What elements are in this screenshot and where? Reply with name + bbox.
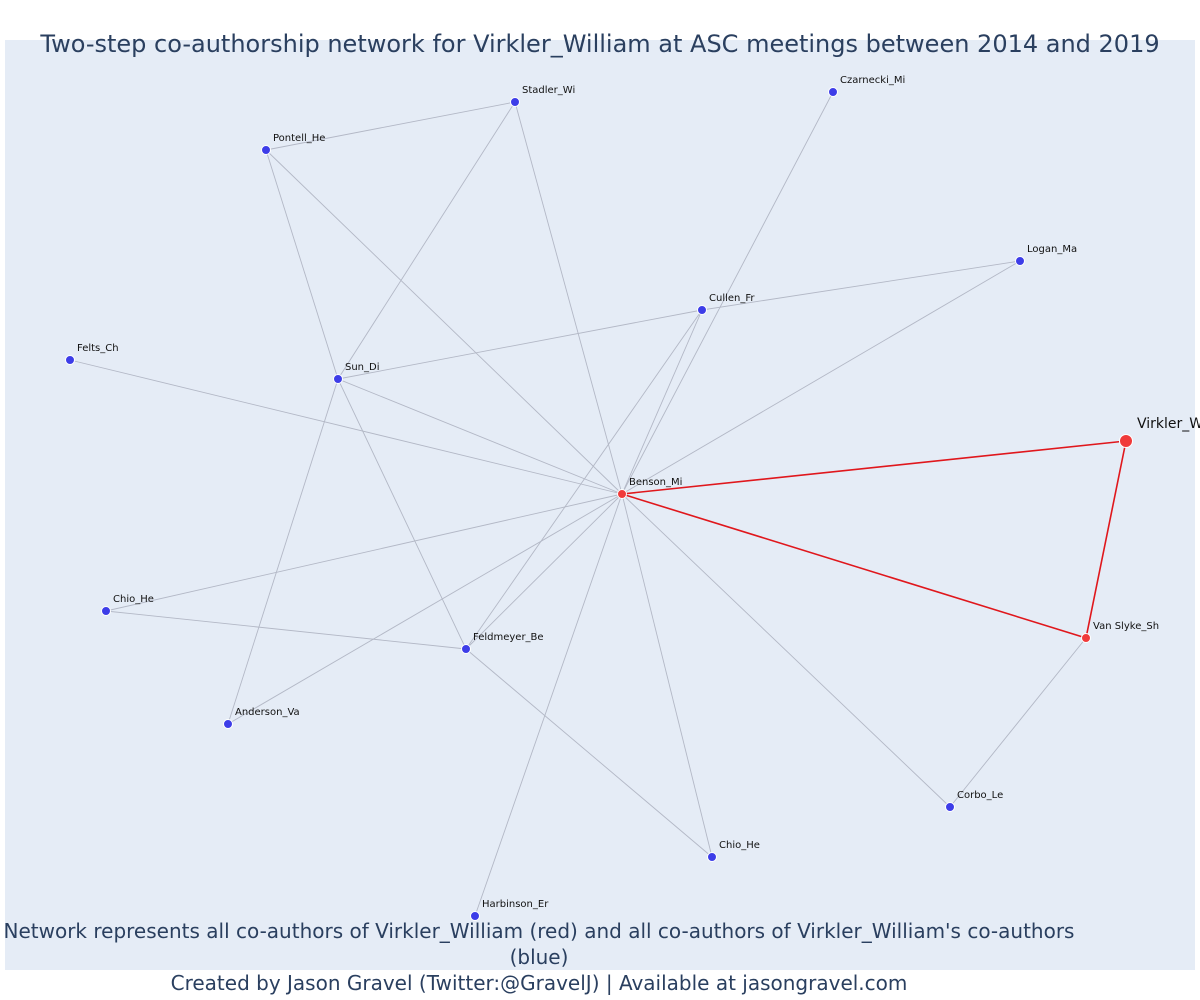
node-sun[interactable] — [333, 374, 343, 384]
node-label-anderson: Anderson_Va — [235, 707, 300, 718]
edge-benson-corbo — [621, 493, 951, 808]
caption: Network represents all co-authors of Vir… — [0, 918, 1078, 996]
edge-sun-feldmeyer — [337, 378, 467, 650]
node-chio2[interactable] — [707, 852, 717, 862]
edge-feldmeyer-chio2 — [465, 648, 713, 858]
edge-cullen-feldmeyer — [465, 309, 703, 650]
edge-benson-sun — [337, 378, 623, 495]
node-corbo[interactable] — [945, 802, 955, 812]
node-label-vanslyke: Van Slyke_Sh — [1093, 621, 1159, 632]
node-benson[interactable] — [617, 489, 627, 499]
node-label-logan: Logan_Ma — [1027, 244, 1077, 255]
node-anderson[interactable] — [223, 719, 233, 729]
caption-line-2: Created by Jason Gravel (Twitter:@Gravel… — [170, 971, 908, 995]
edge-cullen-logan — [701, 260, 1021, 311]
node-label-felts: Felts_Ch — [77, 343, 119, 354]
node-czarnecki[interactable] — [828, 87, 838, 97]
node-label-harbinson: Harbinson_Er — [482, 899, 549, 910]
labels-layer: Virkler_William Benson_Mi Van Slyke_Sh Stad… — [77, 75, 1200, 910]
edge-stadler-sun — [337, 101, 516, 380]
edge-benson-pontell — [265, 149, 623, 495]
edges-layer — [69, 91, 1127, 917]
node-pontell[interactable] — [261, 145, 271, 155]
edge-benson-logan — [621, 260, 1021, 495]
edge-pontell-sun — [265, 149, 339, 380]
edge-vanslyke-corbo — [949, 637, 1087, 808]
node-label-virkler: Virkler_William — [1137, 416, 1200, 432]
node-feldmeyer[interactable] — [461, 644, 471, 654]
edge-benson-czarnecki — [621, 91, 834, 495]
edge-sun-cullen — [337, 309, 703, 380]
node-logan[interactable] — [1015, 256, 1025, 266]
node-label-benson: Benson_Mi — [629, 477, 682, 488]
node-label-corbo: Corbo_Le — [957, 790, 1003, 801]
edge-sun-anderson — [227, 378, 339, 725]
node-felts[interactable] — [65, 355, 75, 365]
edge-benson-anderson — [227, 493, 623, 725]
node-label-chio2: Chio_He — [719, 840, 760, 851]
edge-virkler-vanslyke — [1085, 440, 1127, 639]
caption-line-1: Network represents all co-authors of Vir… — [3, 919, 1075, 969]
plot-background — [5, 40, 1195, 970]
node-label-chio1: Chio_He — [113, 594, 154, 605]
edge-benson-cullen — [621, 309, 703, 495]
edge-virkler-benson — [621, 440, 1127, 495]
node-label-cullen: Cullen_Fr — [709, 293, 755, 304]
node-label-czarnecki: Czarnecki_Mi — [840, 75, 905, 86]
node-cullen[interactable] — [697, 305, 707, 315]
nodes-layer — [65, 87, 1133, 921]
edge-benson-chio1 — [105, 493, 623, 612]
edge-benson-stadler — [514, 101, 623, 495]
node-label-feldmeyer: Feldmeyer_Be — [473, 632, 544, 643]
edge-benson-vanslyke — [621, 493, 1087, 639]
edge-benson-harbinson — [474, 493, 623, 917]
node-label-pontell: Pontell_He — [273, 133, 325, 144]
edge-benson-feldmeyer — [465, 493, 623, 650]
edge-benson-felts — [69, 359, 623, 495]
node-label-stadler: Stadler_Wi — [522, 85, 575, 96]
node-stadler[interactable] — [510, 97, 520, 107]
node-harbinson[interactable] — [470, 911, 480, 921]
chart-title: Two-step co-authorship network for Virkl… — [40, 30, 1160, 58]
node-virkler[interactable] — [1119, 434, 1133, 448]
node-chio1[interactable] — [101, 606, 111, 616]
edge-pontell-stadler — [265, 101, 516, 151]
node-vanslyke[interactable] — [1081, 633, 1091, 643]
node-label-sun: Sun_Di — [345, 362, 380, 373]
edge-chio1-feldmeyer — [105, 610, 467, 650]
edge-benson-chio2 — [621, 493, 713, 858]
